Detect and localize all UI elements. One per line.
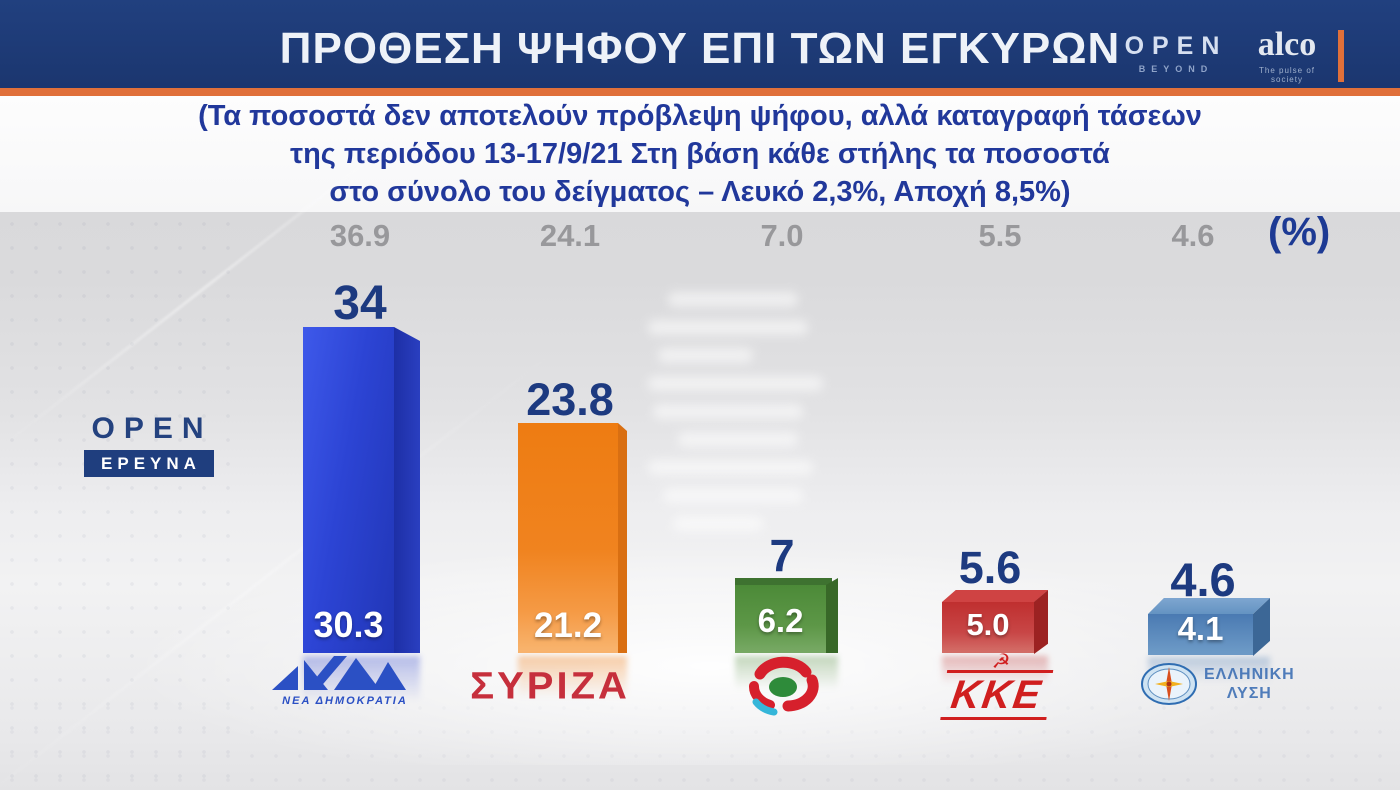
open-ereyna-watermark: OPEN ΕΡΕΥΝΑ — [84, 412, 214, 477]
bar-reflection-syriza — [518, 656, 627, 698]
bar-value-kke: 5.6 — [958, 542, 1022, 593]
orange-divider-tick — [1338, 30, 1344, 82]
compass-icon — [1141, 663, 1197, 705]
bar-syriza — [518, 423, 618, 653]
alco-brand-text: alco — [1257, 26, 1317, 63]
open-tv-logo: OPEN BEYOND — [1122, 32, 1230, 74]
watermark-brand: OPEN — [91, 412, 213, 445]
orange-rule — [0, 88, 1400, 96]
open-brand-text: OPEN — [1124, 32, 1228, 60]
elliniki-lysi-logo: ΕΛΛΗΝΙΚΗ ΛΥΣΗ — [1140, 662, 1326, 706]
bar-inner-value-el: 4.1 — [1177, 610, 1224, 647]
bar-inner-value-syriza: 21.2 — [533, 606, 603, 645]
nd-logo-caption: ΝΕΑ ΔΗΜΟΚΡΑΤΙΑ — [282, 695, 408, 707]
blurred-ghost-text — [648, 292, 838, 547]
gray-top-value-nd: 36.9 — [329, 218, 391, 253]
hammer-sickle-icon: ☭ — [990, 649, 1013, 673]
bar-kinal-top-face — [735, 578, 832, 585]
el-logo-text: ΕΛΛΗΝΙΚΗ ΛΥΣΗ — [1204, 665, 1295, 703]
bar-el-top-face — [1148, 598, 1270, 614]
bar-kke-top-face — [942, 590, 1048, 602]
bar-inner-value-kke: 5.0 — [966, 607, 1010, 642]
bar-nd-side-face — [394, 327, 420, 653]
bar-inner-value-nd: 30.3 — [313, 604, 384, 645]
watermark-banner: ΕΡΕΥΝΑ — [84, 450, 214, 477]
bar-value-elliniki-lysi: 4.6 — [1170, 553, 1236, 606]
el-logo-line2: ΛΥΣΗ — [1226, 685, 1272, 702]
page-title: ΠΡΟΘΕΣΗ ΨΗΦΟΥ ΕΠΙ ΤΩΝ ΕΓΚΥΡΩΝ — [279, 24, 1121, 73]
kke-logo-text: ΚΚΕ — [939, 670, 1054, 720]
kinal-rose-icon — [749, 656, 819, 716]
percent-unit-label: (%) — [1268, 210, 1331, 254]
bar-elliniki-lysi — [1148, 614, 1253, 655]
bar-kke-side-face — [1034, 590, 1048, 654]
gray-top-value-syriza: 24.1 — [539, 218, 601, 253]
bar-value-kinal: 7 — [769, 530, 795, 581]
bar-reflection-kke — [942, 656, 1048, 684]
bar-syriza-side-face — [618, 423, 627, 653]
gray-top-value-kke: 5.5 — [978, 218, 1022, 253]
header-bar: ΠΡΟΘΕΣΗ ΨΗΦΟΥ ΕΠΙ ΤΩΝ ΕΓΚΥΡΩΝ OPEN BEYON… — [0, 0, 1400, 88]
disclaimer-line-3: στο σύνολο του δείγματος – Λευκό 2,3%, Α… — [329, 176, 1071, 208]
gray-top-value-el: 4.6 — [1171, 218, 1215, 253]
bar-nd — [303, 327, 394, 653]
bar-el-side-face — [1253, 598, 1270, 656]
nd-triangles-icon — [272, 656, 406, 690]
nea-dimokratia-logo: ΝΕΑ ΔΗΜΟΚΡΑΤΙΑ — [250, 654, 440, 707]
disclaimer-note: (Τα ποσοστά δεν αποτελούν πρόβλεψη ψήφου… — [0, 96, 1400, 212]
disclaimer-line-1: (Τα ποσοστά δεν αποτελούν πρόβλεψη ψήφου… — [198, 100, 1202, 132]
bar-value-nd: 34 — [333, 277, 387, 330]
disclaimer-line-2: της περιόδου 13-17/9/21 Στη βάση κάθε στ… — [290, 138, 1110, 170]
alco-logo: alco The pulse of society — [1244, 26, 1330, 84]
syriza-logo: ΣΥΡΙΖΑ — [470, 665, 630, 707]
el-logo-line1: ΕΛΛΗΝΙΚΗ — [1204, 666, 1295, 683]
open-tagline: BEYOND — [1138, 64, 1214, 74]
gray-top-value-kinal: 7.0 — [760, 218, 804, 253]
bar-inner-value-kinal: 6.2 — [757, 602, 804, 639]
alco-tagline: The pulse of society — [1258, 66, 1316, 84]
bar-kke — [942, 602, 1034, 653]
kke-logo: ☭ ΚΚΕ — [923, 649, 1073, 720]
bar-kinal — [735, 585, 826, 653]
bar-kinal-side-face — [826, 578, 838, 653]
kinal-rose-logo — [740, 656, 824, 718]
bar-value-syriza: 23.8 — [526, 374, 614, 425]
